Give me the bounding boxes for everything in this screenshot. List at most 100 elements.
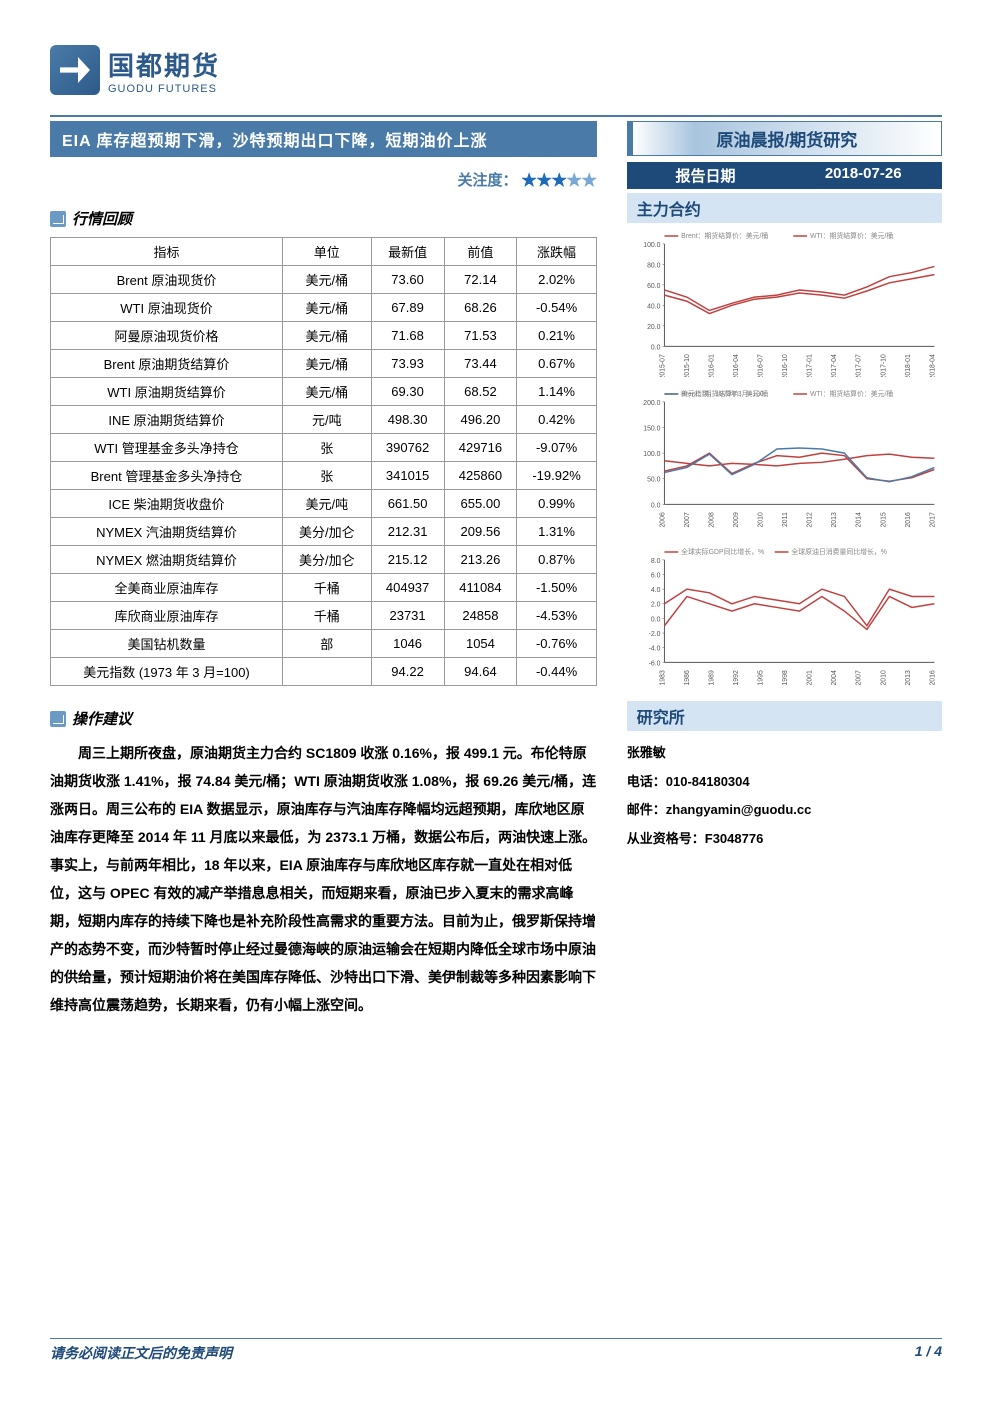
footer: 请务必阅读正文后的免责声明 1 / 4 <box>50 1338 942 1363</box>
svg-text:2014: 2014 <box>856 512 863 527</box>
svg-text:2013: 2013 <box>905 670 912 685</box>
svg-text:2016-01: 2016-01 <box>708 354 715 377</box>
svg-text:2007: 2007 <box>684 512 691 527</box>
svg-text:2010: 2010 <box>880 670 887 685</box>
advice-body: 周三上期所夜盘，原油期货主力合约 SC1809 收涨 0.16%，报 499.1… <box>50 739 597 1019</box>
contact-email: 邮件：zhangyamin@guodu.cc <box>627 796 942 825</box>
svg-text:全球实际GDP同比增长，%: 全球实际GDP同比增长，% <box>681 547 764 556</box>
contracts-tab: 主力合约 <box>627 193 942 223</box>
svg-text:1998: 1998 <box>782 670 789 685</box>
footer-page: 1 / 4 <box>915 1343 942 1363</box>
svg-text:100.0: 100.0 <box>643 242 660 249</box>
svg-text:2010: 2010 <box>757 512 764 527</box>
svg-text:50.0: 50.0 <box>647 477 661 484</box>
table-row: Brent 原油期货结算价美元/桶73.9373.440.67% <box>51 350 597 378</box>
svg-text:60.0: 60.0 <box>647 283 661 290</box>
table-header: 涨跌幅 <box>517 238 596 266</box>
right-column: 原油晨报/期货研究 报告日期 2018-07-26 主力合约 Brent：期货结… <box>627 121 942 1019</box>
svg-text:2017-04: 2017-04 <box>831 354 838 377</box>
svg-text:1989: 1989 <box>708 670 715 685</box>
svg-text:2015: 2015 <box>880 512 887 527</box>
contact-license: 从业资格号：F3048776 <box>627 825 942 854</box>
svg-text:2012: 2012 <box>806 512 813 527</box>
svg-text:Brent：期货结算价：美元/桶: Brent：期货结算价：美元/桶 <box>681 231 768 240</box>
svg-text:Brent：期货结算价：美元/桶: Brent：期货结算价：美元/桶 <box>681 389 768 398</box>
table-row: Brent 管理基金多头净持仓张341015425860-19.92% <box>51 462 597 490</box>
svg-text:6.0: 6.0 <box>651 572 661 579</box>
logo: 国都期货 GUODU FUTURES <box>50 45 942 95</box>
table-row: WTI 管理基金多头净持仓张390762429716-9.07% <box>51 434 597 462</box>
table-row: 阿曼原油现货价格美元/桶71.6871.530.21% <box>51 322 597 350</box>
section-icon <box>50 211 66 227</box>
headline-title: EIA 库存超预期下滑，沙特预期出口下降，短期油价上涨 <box>50 121 597 157</box>
svg-text:2015-10: 2015-10 <box>684 354 691 377</box>
market-table: 指标单位最新值前值涨跌幅Brent 原油现货价美元/桶73.6072.142.0… <box>50 237 597 686</box>
attention-row: 关注度： ★★★★★ <box>50 169 597 190</box>
svg-text:2017-10: 2017-10 <box>880 354 887 377</box>
section-icon <box>50 711 66 727</box>
svg-text:2011: 2011 <box>782 512 789 527</box>
footer-disclaimer: 请务必阅读正文后的免责声明 <box>50 1343 232 1363</box>
table-row: 库欣商业原油库存千桶2373124858-4.53% <box>51 602 597 630</box>
svg-text:-6.0: -6.0 <box>648 660 660 667</box>
logo-icon <box>50 45 100 95</box>
top-divider <box>50 115 942 117</box>
svg-text:2016: 2016 <box>929 670 936 685</box>
svg-text:100.0: 100.0 <box>643 451 660 458</box>
svg-text:2016: 2016 <box>905 512 912 527</box>
svg-text:2018-04: 2018-04 <box>929 354 936 377</box>
svg-text:2.0: 2.0 <box>651 602 661 609</box>
logo-cn: 国都期货 <box>108 46 220 83</box>
svg-text:2001: 2001 <box>806 670 813 685</box>
table-row: INE 原油期货结算价元/吨498.30496.200.42% <box>51 406 597 434</box>
table-row: WTI 原油现货价美元/桶67.8968.26-0.54% <box>51 294 597 322</box>
section-advice: 操作建议 <box>50 708 597 729</box>
svg-text:1986: 1986 <box>684 670 691 685</box>
table-row: Brent 原油现货价美元/桶73.6072.142.02% <box>51 266 597 294</box>
svg-text:WTI：期货结算价：美元/桶: WTI：期货结算价：美元/桶 <box>810 231 893 240</box>
svg-text:全球原油日消费量同比增长，%: 全球原油日消费量同比增长，% <box>791 547 887 556</box>
svg-text:2007: 2007 <box>856 670 863 685</box>
svg-text:2016-07: 2016-07 <box>757 354 764 377</box>
left-column: EIA 库存超预期下滑，沙特预期出口下降，短期油价上涨 关注度： ★★★★★ 行… <box>50 121 597 1019</box>
svg-text:WTI：期货结算价：美元/桶: WTI：期货结算价：美元/桶 <box>810 389 893 398</box>
table-header: 前值 <box>444 238 517 266</box>
svg-text:40.0: 40.0 <box>647 303 661 310</box>
chart-usd-index-oil: 美元指数，1973年3月=100WTI：期货结算价：美元/桶Brent：期货结算… <box>627 385 942 535</box>
svg-text:0.0: 0.0 <box>651 502 661 509</box>
contact-block: 张雅敏 电话：010-84180304 邮件：zhangyamin@guodu.… <box>627 739 942 853</box>
svg-text:4.0: 4.0 <box>651 587 661 594</box>
svg-text:2017: 2017 <box>929 512 936 527</box>
date-label: 报告日期 <box>627 162 785 189</box>
svg-text:1992: 1992 <box>733 670 740 685</box>
svg-text:200.0: 200.0 <box>643 400 660 407</box>
table-header: 指标 <box>51 238 283 266</box>
svg-text:2015-07: 2015-07 <box>659 354 666 377</box>
svg-text:1983: 1983 <box>659 670 666 685</box>
contact-phone: 电话：010-84180304 <box>627 768 942 797</box>
svg-text:2018-01: 2018-01 <box>905 354 912 377</box>
table-row: 全美商业原油库存千桶404937411084-1.50% <box>51 574 597 602</box>
research-tab: 研究所 <box>627 701 942 731</box>
logo-en: GUODU FUTURES <box>108 83 220 95</box>
svg-text:2008: 2008 <box>708 512 715 527</box>
svg-text:2013: 2013 <box>831 512 838 527</box>
svg-text:2006: 2006 <box>659 512 666 527</box>
svg-text:8.0: 8.0 <box>651 558 661 565</box>
report-date-row: 报告日期 2018-07-26 <box>627 162 942 189</box>
svg-text:2016-10: 2016-10 <box>782 354 789 377</box>
date-value: 2018-07-26 <box>784 162 942 189</box>
attention-label: 关注度： <box>457 172 517 189</box>
table-row: WTI 原油期货结算价美元/桶69.3068.521.14% <box>51 378 597 406</box>
table-row: NYMEX 燃油期货结算价美分/加仑215.12213.260.87% <box>51 546 597 574</box>
svg-text:0.0: 0.0 <box>651 344 661 351</box>
chart-gdp-consumption: 全球实际GDP同比增长，%全球原油日消费量同比增长，%-6.0-4.0-2.00… <box>627 543 942 693</box>
svg-text:0.0: 0.0 <box>651 616 661 623</box>
table-row: ICE 柴油期货收盘价美元/吨661.50655.000.99% <box>51 490 597 518</box>
report-category-tab: 原油晨报/期货研究 <box>627 121 942 156</box>
svg-text:20.0: 20.0 <box>647 324 661 331</box>
section-title-market: 行情回顾 <box>72 208 132 229</box>
svg-text:2009: 2009 <box>733 512 740 527</box>
svg-text:80.0: 80.0 <box>647 262 661 269</box>
table-header: 单位 <box>282 238 371 266</box>
